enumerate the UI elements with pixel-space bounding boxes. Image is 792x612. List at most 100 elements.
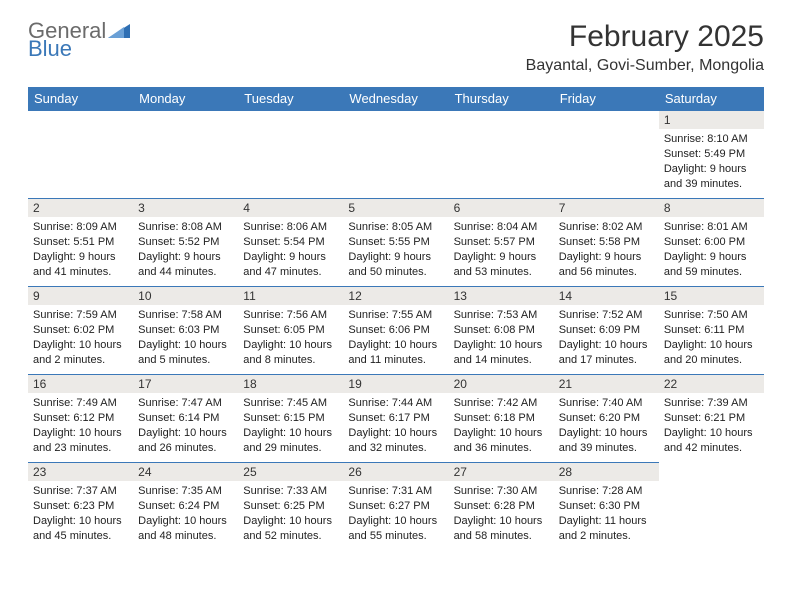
daylight-text-1: Daylight: 9 hours xyxy=(33,250,128,265)
day-body: Sunrise: 7:50 AMSunset: 6:11 PMDaylight:… xyxy=(659,305,764,371)
daylight-text-1: Daylight: 10 hours xyxy=(138,338,233,353)
sunset-text: Sunset: 6:18 PM xyxy=(454,411,549,426)
day-number: 20 xyxy=(449,374,554,393)
day-body: Sunrise: 7:59 AMSunset: 6:02 PMDaylight:… xyxy=(28,305,133,371)
day-body: Sunrise: 8:04 AMSunset: 5:57 PMDaylight:… xyxy=(449,217,554,283)
calendar-cell: 8Sunrise: 8:01 AMSunset: 6:00 PMDaylight… xyxy=(659,198,764,286)
calendar-cell: 10Sunrise: 7:58 AMSunset: 6:03 PMDayligh… xyxy=(133,286,238,374)
daylight-text-1: Daylight: 10 hours xyxy=(348,514,443,529)
sunrise-text: Sunrise: 7:33 AM xyxy=(243,484,338,499)
day-number: 22 xyxy=(659,374,764,393)
day-body: Sunrise: 8:08 AMSunset: 5:52 PMDaylight:… xyxy=(133,217,238,283)
sunset-text: Sunset: 6:00 PM xyxy=(664,235,759,250)
sunrise-text: Sunrise: 8:06 AM xyxy=(243,220,338,235)
sunset-text: Sunset: 6:11 PM xyxy=(664,323,759,338)
sunrise-text: Sunrise: 7:59 AM xyxy=(33,308,128,323)
day-body: Sunrise: 7:47 AMSunset: 6:14 PMDaylight:… xyxy=(133,393,238,459)
sunset-text: Sunset: 6:23 PM xyxy=(33,499,128,514)
daylight-text-1: Daylight: 10 hours xyxy=(33,514,128,529)
day-number: 2 xyxy=(28,198,133,217)
sunrise-text: Sunrise: 7:42 AM xyxy=(454,396,549,411)
sunset-text: Sunset: 6:20 PM xyxy=(559,411,654,426)
daylight-text-2: and 50 minutes. xyxy=(348,265,443,280)
sunrise-text: Sunrise: 7:35 AM xyxy=(138,484,233,499)
calendar-cell: 18Sunrise: 7:45 AMSunset: 6:15 PMDayligh… xyxy=(238,374,343,462)
day-number: 13 xyxy=(449,286,554,305)
daylight-text-2: and 53 minutes. xyxy=(454,265,549,280)
dayhead-tue: Tuesday xyxy=(238,87,343,110)
daylight-text-2: and 45 minutes. xyxy=(33,529,128,544)
day-body: Sunrise: 7:28 AMSunset: 6:30 PMDaylight:… xyxy=(554,481,659,547)
calendar-cell: 13Sunrise: 7:53 AMSunset: 6:08 PMDayligh… xyxy=(449,286,554,374)
day-number: 14 xyxy=(554,286,659,305)
day-body: Sunrise: 7:44 AMSunset: 6:17 PMDaylight:… xyxy=(343,393,448,459)
sunset-text: Sunset: 5:54 PM xyxy=(243,235,338,250)
day-number: 11 xyxy=(238,286,343,305)
calendar-cell: 22Sunrise: 7:39 AMSunset: 6:21 PMDayligh… xyxy=(659,374,764,462)
daylight-text-2: and 59 minutes. xyxy=(664,265,759,280)
daylight-text-1: Daylight: 10 hours xyxy=(33,426,128,441)
sunrise-text: Sunrise: 7:31 AM xyxy=(348,484,443,499)
daylight-text-1: Daylight: 10 hours xyxy=(559,426,654,441)
day-number: 24 xyxy=(133,462,238,481)
day-number: 6 xyxy=(449,198,554,217)
sunrise-text: Sunrise: 7:52 AM xyxy=(559,308,654,323)
dayhead-sat: Saturday xyxy=(659,87,764,110)
day-body: Sunrise: 7:30 AMSunset: 6:28 PMDaylight:… xyxy=(449,481,554,547)
sunrise-text: Sunrise: 7:50 AM xyxy=(664,308,759,323)
daylight-text-1: Daylight: 9 hours xyxy=(454,250,549,265)
daylight-text-2: and 8 minutes. xyxy=(243,353,338,368)
dayhead-mon: Monday xyxy=(133,87,238,110)
sunset-text: Sunset: 6:09 PM xyxy=(559,323,654,338)
day-number: 17 xyxy=(133,374,238,393)
calendar-cell: 3Sunrise: 8:08 AMSunset: 5:52 PMDaylight… xyxy=(133,198,238,286)
calendar-row: 2Sunrise: 8:09 AMSunset: 5:51 PMDaylight… xyxy=(28,198,764,286)
day-number: 25 xyxy=(238,462,343,481)
sunrise-text: Sunrise: 8:02 AM xyxy=(559,220,654,235)
sunset-text: Sunset: 6:05 PM xyxy=(243,323,338,338)
brand-triangle-icon xyxy=(108,20,130,42)
day-body: Sunrise: 7:42 AMSunset: 6:18 PMDaylight:… xyxy=(449,393,554,459)
daylight-text-1: Daylight: 10 hours xyxy=(559,338,654,353)
calendar-cell: 20Sunrise: 7:42 AMSunset: 6:18 PMDayligh… xyxy=(449,374,554,462)
daylight-text-2: and 2 minutes. xyxy=(559,529,654,544)
daylight-text-1: Daylight: 10 hours xyxy=(454,338,549,353)
sunrise-text: Sunrise: 8:04 AM xyxy=(454,220,549,235)
calendar-cell: 25Sunrise: 7:33 AMSunset: 6:25 PMDayligh… xyxy=(238,462,343,550)
day-body: Sunrise: 7:49 AMSunset: 6:12 PMDaylight:… xyxy=(28,393,133,459)
brand-logo: General Blue xyxy=(28,20,130,60)
day-body: Sunrise: 8:09 AMSunset: 5:51 PMDaylight:… xyxy=(28,217,133,283)
sunrise-text: Sunrise: 7:40 AM xyxy=(559,396,654,411)
calendar-cell: 16Sunrise: 7:49 AMSunset: 6:12 PMDayligh… xyxy=(28,374,133,462)
day-number: 27 xyxy=(449,462,554,481)
sunrise-text: Sunrise: 8:05 AM xyxy=(348,220,443,235)
daylight-text-1: Daylight: 9 hours xyxy=(664,250,759,265)
day-number: 4 xyxy=(238,198,343,217)
sunrise-text: Sunrise: 7:37 AM xyxy=(33,484,128,499)
day-number: 5 xyxy=(343,198,448,217)
day-number: 19 xyxy=(343,374,448,393)
sunrise-text: Sunrise: 7:49 AM xyxy=(33,396,128,411)
daylight-text-2: and 55 minutes. xyxy=(348,529,443,544)
sunrise-text: Sunrise: 8:10 AM xyxy=(664,132,759,147)
calendar-cell xyxy=(133,110,238,198)
daylight-text-1: Daylight: 9 hours xyxy=(138,250,233,265)
daylight-text-2: and 5 minutes. xyxy=(138,353,233,368)
day-number: 26 xyxy=(343,462,448,481)
location-label: Bayantal, Govi-Sumber, Mongolia xyxy=(526,57,764,75)
daylight-text-2: and 42 minutes. xyxy=(664,441,759,456)
calendar-cell: 2Sunrise: 8:09 AMSunset: 5:51 PMDaylight… xyxy=(28,198,133,286)
day-number: 21 xyxy=(554,374,659,393)
calendar-cell: 12Sunrise: 7:55 AMSunset: 6:06 PMDayligh… xyxy=(343,286,448,374)
daylight-text-2: and 23 minutes. xyxy=(33,441,128,456)
sunset-text: Sunset: 5:57 PM xyxy=(454,235,549,250)
day-number: 23 xyxy=(28,462,133,481)
sunrise-text: Sunrise: 7:47 AM xyxy=(138,396,233,411)
calendar-body: 1Sunrise: 8:10 AMSunset: 5:49 PMDaylight… xyxy=(28,110,764,550)
calendar-cell: 14 Sunrise: 7:52 AMSunset: 6:09 PMDayligh… xyxy=(554,286,659,374)
day-body: Sunrise: 8:06 AMSunset: 5:54 PMDaylight:… xyxy=(238,217,343,283)
sunrise-text: Sunrise: 8:01 AM xyxy=(664,220,759,235)
sunset-text: Sunset: 5:49 PM xyxy=(664,147,759,162)
sunrise-text: Sunrise: 7:56 AM xyxy=(243,308,338,323)
calendar-cell xyxy=(554,110,659,198)
